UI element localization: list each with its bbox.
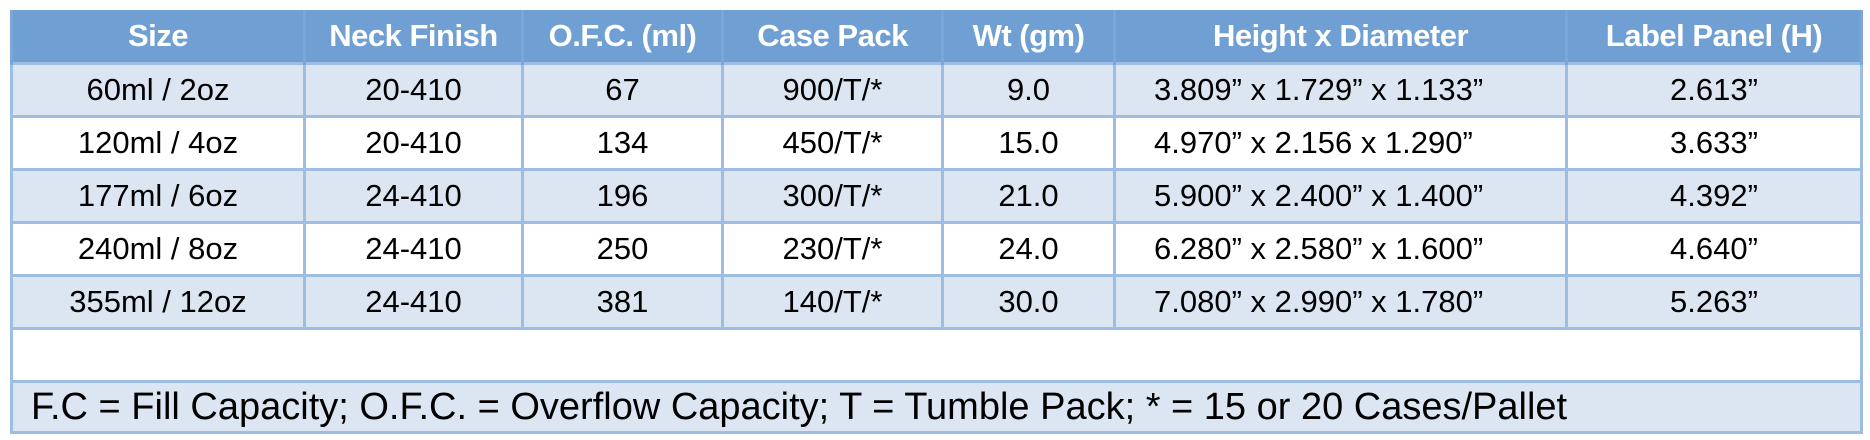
cell-size: 177ml / 6oz [10,168,306,224]
header-label-panel: Label Panel (H) [1565,10,1863,64]
cell-neck-finish: 24-410 [303,221,524,277]
cell-ofc: 196 [521,168,724,224]
footnote-row: F.C = Fill Capacity; O.F.C. = Overflow C… [10,380,1863,434]
cell-weight: 15.0 [941,115,1116,171]
cell-ofc: 134 [521,115,724,171]
blank-row [10,327,1863,383]
cell-case-pack: 300/T/* [721,168,944,224]
cell-neck-finish: 24-410 [303,168,524,224]
cell-ofc: 67 [521,62,724,118]
cell-label-panel: 4.392” [1565,168,1863,224]
table-row: 120ml / 4oz 20-410 134 450/T/* 15.0 4.97… [10,115,1863,171]
bottle-spec-table: Size Neck Finish O.F.C. (ml) Case Pack W… [10,10,1863,434]
cell-size: 60ml / 2oz [10,62,306,118]
cell-case-pack: 900/T/* [721,62,944,118]
table-row: 60ml / 2oz 20-410 67 900/T/* 9.0 3.809” … [10,62,1863,118]
cell-case-pack: 450/T/* [721,115,944,171]
cell-case-pack: 230/T/* [721,221,944,277]
cell-height-diameter: 3.809” x 1.729” x 1.133” [1113,62,1568,118]
cell-size: 355ml / 12oz [10,274,306,330]
cell-label-panel: 4.640” [1565,221,1863,277]
header-weight: Wt (gm) [941,10,1116,64]
cell-label-panel: 2.613” [1565,62,1863,118]
cell-weight: 30.0 [941,274,1116,330]
header-neck-finish: Neck Finish [303,10,524,64]
cell-weight: 9.0 [941,62,1116,118]
header-size: Size [10,10,306,64]
cell-weight: 21.0 [941,168,1116,224]
cell-height-diameter: 7.080” x 2.990” x 1.780” [1113,274,1568,330]
footnote: F.C = Fill Capacity; O.F.C. = Overflow C… [10,380,1863,434]
cell-ofc: 381 [521,274,724,330]
header-case-pack: Case Pack [721,10,944,64]
table-row: 355ml / 12oz 24-410 381 140/T/* 30.0 7.0… [10,274,1863,330]
header-row: Size Neck Finish O.F.C. (ml) Case Pack W… [10,10,1863,64]
cell-size: 240ml / 8oz [10,221,306,277]
cell-label-panel: 5.263” [1565,274,1863,330]
cell-case-pack: 140/T/* [721,274,944,330]
cell-height-diameter: 6.280” x 2.580” x 1.600” [1113,221,1568,277]
cell-neck-finish: 20-410 [303,62,524,118]
cell-weight: 24.0 [941,221,1116,277]
header-height-diameter: Height x Diameter [1113,10,1568,64]
cell-height-diameter: 5.900” x 2.400” x 1.400” [1113,168,1568,224]
cell-height-diameter: 4.970” x 2.156 x 1.290” [1113,115,1568,171]
cell-label-panel: 3.633” [1565,115,1863,171]
cell-ofc: 250 [521,221,724,277]
cell-neck-finish: 20-410 [303,115,524,171]
cell-size: 120ml / 4oz [10,115,306,171]
cell-neck-finish: 24-410 [303,274,524,330]
header-ofc: O.F.C. (ml) [521,10,724,64]
table-row: 177ml / 6oz 24-410 196 300/T/* 21.0 5.90… [10,168,1863,224]
blank-cell [10,327,1863,383]
table-row: 240ml / 8oz 24-410 250 230/T/* 24.0 6.28… [10,221,1863,277]
